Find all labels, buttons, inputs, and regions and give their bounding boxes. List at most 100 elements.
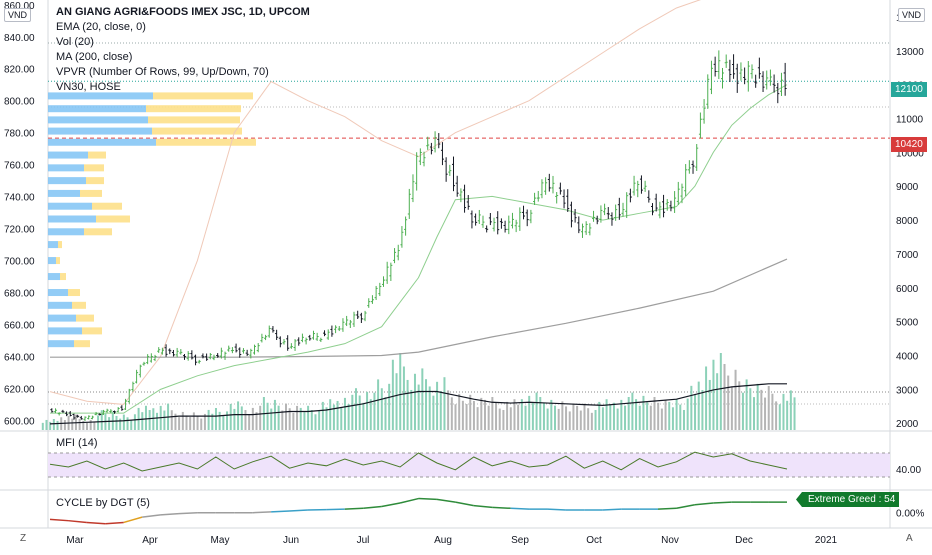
legend-title: AN GIANG AGRI&FOODS IMEX JSC, 1D, UPCOM xyxy=(56,5,310,20)
volume-bar xyxy=(440,391,442,430)
mfi-label[interactable]: MFI (14) xyxy=(56,437,98,449)
volume-bar xyxy=(642,396,644,430)
volume-bar xyxy=(698,382,700,430)
volume-bar xyxy=(447,390,449,430)
volume-bar xyxy=(270,409,272,430)
legend-vol[interactable]: Vol (20) xyxy=(56,35,310,50)
currency-right-tag[interactable]: VND xyxy=(898,8,925,22)
volume-bar xyxy=(705,366,707,430)
vpvr-up-bar xyxy=(48,177,86,184)
vpvr-down-bar xyxy=(148,116,240,123)
volume-bar xyxy=(303,412,305,430)
volume-bar xyxy=(580,411,582,430)
legend-ema[interactable]: EMA (20, close, 0) xyxy=(56,20,310,35)
cycle-line-segment xyxy=(547,509,565,510)
volume-bar xyxy=(410,390,412,430)
volume-bar xyxy=(244,410,246,430)
volume-bar xyxy=(583,404,585,430)
legend-ma[interactable]: MA (200, close) xyxy=(56,50,310,65)
vpvr-up-bar xyxy=(48,105,146,112)
volume-bar xyxy=(613,403,615,430)
left-tick-label: 660.00 xyxy=(4,320,35,331)
volume-bar xyxy=(307,406,309,430)
currency-left-tag[interactable]: VND xyxy=(4,8,31,22)
right-tick-label: 9000 xyxy=(896,182,919,193)
volume-bar xyxy=(469,395,471,430)
x-tick-label: Nov xyxy=(661,535,679,546)
vpvr-down-bar xyxy=(152,128,242,135)
volume-bar xyxy=(775,401,777,430)
volume-bar xyxy=(171,410,173,430)
volume-bar xyxy=(123,415,125,430)
cycle-line-segment xyxy=(511,508,529,509)
volume-bar xyxy=(771,394,773,430)
volume-bar xyxy=(455,404,457,430)
left-tick-label: 840.00 xyxy=(4,33,35,44)
volume-bar xyxy=(451,397,453,430)
volume-bar xyxy=(624,406,626,430)
right-tick-label: 11000 xyxy=(896,115,924,126)
volume-bar xyxy=(285,404,287,430)
volume-bar xyxy=(495,403,497,430)
volume-bar xyxy=(668,402,670,430)
volume-bar xyxy=(727,376,729,430)
volume-bar xyxy=(425,379,427,430)
vpvr-down-bar xyxy=(84,164,104,171)
vpvr-down-bar xyxy=(56,257,60,264)
volume-bar xyxy=(790,390,792,430)
auto-scale-button[interactable]: A xyxy=(906,533,913,544)
volume-bar xyxy=(724,364,726,430)
vpvr-up-bar xyxy=(48,241,58,248)
volume-bar xyxy=(414,374,416,430)
right-tick-label: 7000 xyxy=(896,250,919,261)
legend-vn30[interactable]: VN30, HOSE xyxy=(56,80,310,95)
volume-bar xyxy=(233,409,235,430)
left-tick-label: 820.00 xyxy=(4,65,35,76)
volume-bar xyxy=(513,399,515,430)
volume-bar xyxy=(764,398,766,430)
volume-bar xyxy=(587,408,589,430)
volume-bar xyxy=(443,377,445,430)
cycle-line-segment xyxy=(179,513,197,514)
volume-bar xyxy=(749,388,751,430)
timezone-button[interactable]: Z xyxy=(20,533,26,544)
volume-bar xyxy=(219,412,221,430)
volume-bar xyxy=(326,407,328,430)
volume-bar xyxy=(694,394,696,430)
volume-bar xyxy=(742,393,744,430)
volume-bar xyxy=(683,410,685,430)
volume-bar xyxy=(64,420,66,430)
x-tick-label: Jul xyxy=(357,535,370,546)
volume-bar xyxy=(506,402,508,430)
vpvr-down-bar xyxy=(156,139,256,146)
cycle-label[interactable]: CYCLE by DGT (5) xyxy=(56,497,150,509)
volume-bar xyxy=(292,413,294,430)
volume-bar xyxy=(569,411,571,430)
left-tick-label: 780.00 xyxy=(4,129,35,140)
volume-bar xyxy=(598,402,600,430)
volume-bar xyxy=(97,415,99,430)
left-tick-label: 620.00 xyxy=(4,384,35,395)
volume-bar xyxy=(753,397,755,430)
volume-bar xyxy=(436,382,438,430)
volume-bar xyxy=(665,400,667,430)
volume-bar xyxy=(701,390,703,430)
left-tick-label: 640.00 xyxy=(4,352,35,363)
cycle-line-segment xyxy=(658,508,676,509)
volume-bar xyxy=(189,417,191,430)
volume-bar xyxy=(760,390,762,430)
volume-bar xyxy=(712,360,714,430)
vpvr-down-bar xyxy=(96,215,130,222)
volume-bar xyxy=(484,400,486,430)
volume-bar xyxy=(362,403,364,430)
right-tick-label: 8000 xyxy=(896,216,919,227)
volume-bar xyxy=(690,386,692,430)
volume-bar xyxy=(602,407,604,430)
volume-bar xyxy=(502,410,504,430)
volume-bar xyxy=(366,392,368,430)
volume-bar xyxy=(388,384,390,430)
vpvr-up-bar xyxy=(48,139,156,146)
legend-vpvr[interactable]: VPVR (Number Of Rows, 99, Up/Down, 70) xyxy=(56,65,310,80)
volume-bar xyxy=(115,416,117,430)
volume-bar xyxy=(499,409,501,430)
